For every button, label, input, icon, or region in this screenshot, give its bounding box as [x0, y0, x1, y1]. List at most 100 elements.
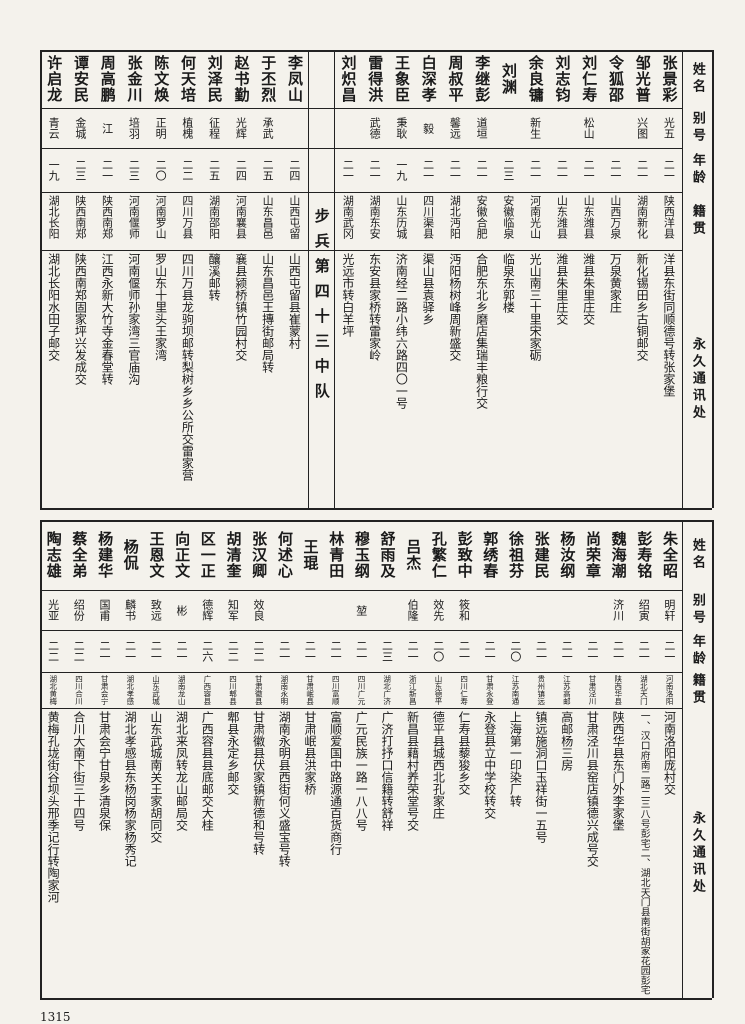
age-cell: 二一 — [555, 159, 569, 181]
alias-cell: 承武 — [261, 117, 275, 139]
age-cell: 二二 — [180, 159, 194, 181]
age-cell: 二一 — [277, 640, 291, 662]
origin-cell: 湖北黄梅 — [48, 675, 58, 705]
origin-cell: 山东昌邑 — [261, 195, 275, 239]
name-cell: 郭绣春 — [481, 531, 500, 579]
age-cell: 二三 — [73, 159, 87, 181]
age-cell: 二五 — [207, 159, 221, 181]
alias-cell: 征程 — [207, 117, 221, 139]
name-cell: 刘炽昌 — [339, 55, 358, 103]
age-cell: 二一 — [97, 640, 111, 662]
name-cell: 杨建华 — [96, 531, 115, 579]
age-cell: 一九 — [394, 159, 408, 181]
age-cell: 二一 — [560, 640, 574, 662]
age-cell: 二一 — [662, 640, 676, 662]
origin-cell: 山西万泉 — [608, 195, 622, 239]
rule — [712, 50, 714, 508]
name-cell: 吕杰 — [404, 539, 423, 571]
name-cell: 胡清奎 — [224, 531, 243, 579]
section-label: 步兵第四十三中队 — [312, 208, 331, 408]
address-cell: 光山南三十里宋家砺 — [528, 253, 543, 361]
name-cell: 白深孝 — [419, 55, 438, 103]
origin-cell: 湖北孝感 — [125, 675, 135, 705]
address-cell: 永登县立中学校转交 — [482, 711, 497, 819]
alias-cell: 麟书 — [123, 599, 137, 621]
name-cell: 令狐邵 — [607, 55, 625, 103]
age-cell: 二一 — [303, 640, 317, 662]
origin-cell: 安徽临泉 — [501, 195, 515, 239]
address-cell: 甘肃徽县伏家镇新德和号转 — [251, 711, 266, 855]
age-cell: 二一 — [475, 159, 489, 181]
name-cell: 向正文 — [173, 531, 192, 579]
name-cell: 魏海潮 — [609, 531, 628, 579]
address-cell: 仁寿县藜狻乡交 — [457, 711, 472, 795]
origin-cell: 湖南邵阳 — [207, 195, 221, 239]
address-cell: 陕西南郑固家坪兴发成交 — [73, 253, 88, 385]
origin-cell: 山东武城 — [151, 675, 161, 705]
age-cell: 二四 — [287, 159, 301, 181]
age-cell: 二二 — [252, 640, 266, 662]
alias-cell: 青云 — [47, 117, 61, 139]
rule — [40, 590, 682, 591]
age-cell: 二一 — [175, 640, 188, 662]
origin-cell: 陕西洋县 — [662, 195, 676, 239]
age-cell: 二一 — [406, 640, 420, 662]
age-cell: 二一 — [534, 640, 548, 662]
origin-cell: 山东德平 — [433, 675, 443, 705]
age-cell: 二一 — [368, 159, 382, 181]
alias-cell: 培羽 — [127, 117, 141, 139]
alias-cell: 堃 — [354, 604, 368, 616]
rule — [307, 50, 309, 508]
origin-cell: 陕西南郑 — [100, 195, 114, 239]
name-cell: 徐祖芬 — [506, 531, 525, 579]
age-cell: 二〇 — [508, 640, 522, 662]
header-cell: 年龄 — [689, 153, 705, 187]
age-cell: 二一 — [329, 640, 343, 662]
address-cell: 湖南永明县西街何义盛宝号转 — [277, 711, 292, 867]
age-cell: 二六 — [200, 640, 214, 662]
origin-cell: 湖南东安 — [368, 195, 382, 239]
address-cell: 广元民族一路一八八号 — [354, 711, 369, 831]
origin-cell: 河南襄县 — [234, 195, 248, 239]
address-cell: 合川大南下街三十四号 — [71, 711, 86, 831]
name-cell: 邹光普 — [633, 55, 652, 103]
origin-cell: 湖南武冈 — [341, 195, 355, 239]
alias-cell: 光五 — [662, 117, 676, 139]
origin-cell: 甘肃永登 — [485, 675, 495, 705]
name-cell: 张金川 — [125, 55, 144, 103]
alias-cell: 馨远 — [448, 117, 462, 139]
alias-cell: 武德 — [368, 117, 382, 139]
address-cell: 济南经二路小纬六路四〇一号 — [394, 253, 409, 409]
alias-cell: 效良 — [252, 599, 266, 621]
address-cell: 湖北长阳水田子邮交 — [46, 253, 61, 361]
origin-cell: 江苏南通 — [511, 675, 521, 705]
address-cell: 釀溪邮转 — [207, 253, 222, 301]
name-cell: 余良镛 — [526, 55, 545, 103]
name-cell: 孔繁仁 — [429, 531, 448, 579]
alias-cell: 植槐 — [180, 117, 194, 139]
page-number: 1315 — [40, 1010, 71, 1024]
address-cell: 渠山县袁驿乡 — [421, 253, 436, 325]
header-cell: 别号 — [689, 593, 705, 627]
alias-cell: 绍寅 — [637, 599, 651, 621]
age-cell: 二一 — [483, 640, 497, 662]
address-cell: 上海第一印染厂转 — [508, 711, 523, 807]
origin-cell: 四川万县 — [180, 195, 194, 239]
name-cell: 谭安民 — [72, 55, 90, 103]
alias-cell: 知军 — [226, 599, 240, 621]
alias-cell: 新生 — [528, 117, 542, 139]
address-cell: 罗山东十里头王家湾 — [153, 253, 168, 361]
alias-cell: 绍份 — [72, 599, 86, 621]
address-cell: 富顺爱国中路源通百货商行 — [328, 711, 343, 855]
origin-cell: 四川仁寿 — [459, 675, 469, 705]
address-cell: 万泉黄家庄 — [608, 253, 623, 313]
rule — [40, 50, 712, 52]
name-cell: 张景彩 — [660, 55, 679, 103]
name-cell: 张建民 — [532, 531, 551, 579]
header-cell: 籍贯 — [689, 204, 705, 238]
origin-cell: 广西容县 — [202, 675, 212, 705]
name-cell: 王象臣 — [393, 55, 411, 103]
origin-cell: 甘肃会宁 — [100, 675, 110, 705]
alias-cell: 江 — [100, 122, 114, 134]
alias-cell: 明轩 — [662, 599, 676, 621]
